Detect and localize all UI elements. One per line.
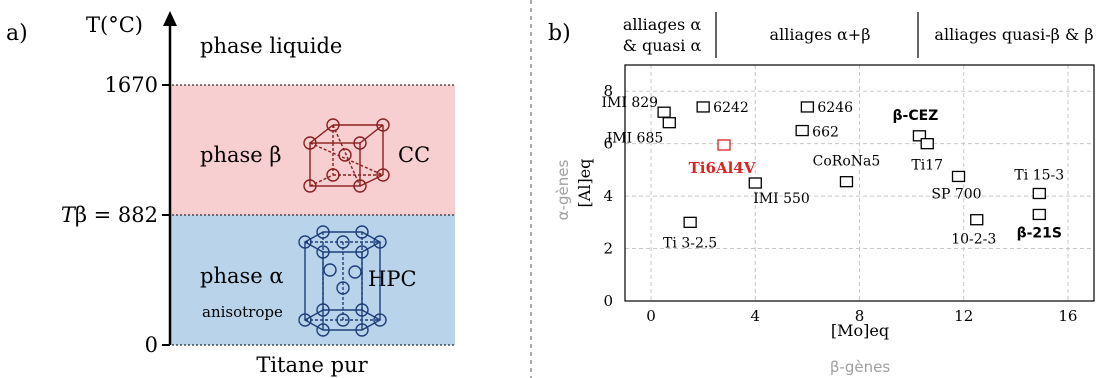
liquid-phase-label: phase liquide: [200, 34, 342, 58]
alloy-label: Ti 3-2.5: [663, 235, 717, 251]
alloy-marker: [1032, 187, 1046, 200]
alloy-marker: [1032, 208, 1046, 221]
y-axis-label: [Al]eq: [575, 159, 594, 208]
y-tick-label: 6: [603, 135, 613, 153]
alloy-label: β-CEZ: [893, 108, 939, 124]
label-1670: 1670: [105, 73, 158, 97]
alpha-phase-region: [170, 215, 455, 345]
beta-phase-region: [170, 85, 455, 215]
beta-stabilizers-label: β-gènes: [830, 358, 890, 376]
alloy-marker: [912, 130, 927, 142]
y-tick-label: 8: [603, 82, 613, 100]
alloy-label: β-21S: [1017, 225, 1062, 241]
panel-a-label: a): [6, 21, 28, 46]
alpha-structure-label: HPC: [368, 267, 417, 291]
alloy-label: SP 700: [931, 186, 981, 202]
alloy-label: 6246: [817, 100, 853, 116]
alpha-anisotropy-label: anisotrope: [202, 303, 283, 321]
alloy-label: 662: [812, 125, 839, 141]
alloy-label: Ti17: [911, 158, 943, 174]
panel-a: a) T(°C) 1670 𝑇β = 882 0 phase liquide p…: [6, 11, 455, 377]
x-tick-label: 4: [751, 307, 761, 325]
label-zero: 0: [145, 333, 158, 357]
alloy-marker: [839, 176, 854, 188]
x-axis-label: [Mo]eq: [831, 321, 889, 340]
alloy-marker: [951, 170, 966, 183]
temperature-axis-label: T(°C): [86, 13, 143, 37]
alloy-marker: [800, 101, 815, 113]
hcp-prism-icon: [298, 225, 387, 337]
alloy-label: Ti 15-3: [1014, 167, 1064, 183]
x-tick-label: 0: [646, 307, 656, 325]
alloy-marker: [657, 106, 671, 118]
alloy-label: 6242: [713, 100, 749, 116]
alloy-marker: [970, 214, 984, 226]
alloy-marker: [717, 139, 731, 151]
y-tick-label: 4: [603, 187, 613, 205]
header-quasi-alpha: & quasi α: [623, 36, 702, 55]
alloy-marker: [696, 101, 710, 113]
scatter-plot: 0 4 8 12 16 0 2 4 6 8 IMI 829 IMI 685 6242 Ti6Al4V 62…: [602, 64, 1095, 325]
alloy-label: 10-2-3: [951, 232, 996, 248]
alloy-marker: [795, 124, 809, 137]
header-alpha-beta-alloys: alliages α+β: [770, 25, 871, 44]
x-tick-label: 16: [1058, 307, 1077, 325]
beta-structure-label: CC: [398, 143, 430, 167]
pure-titanium-label: Titane pur: [256, 353, 368, 377]
alloy-label: CoRoNa5: [813, 154, 881, 170]
x-tick-label: 12: [954, 307, 973, 325]
header-alpha-alloys: alliages α: [623, 15, 701, 34]
plot-ticks: 0 4 8 12 16 0 2 4 6 8: [603, 82, 1077, 325]
plot-frame: [624, 64, 1095, 302]
alpha-phase-label: phase α: [200, 264, 284, 288]
alloy-label: Ti6Al4V: [689, 159, 756, 177]
alloy-marker: [748, 177, 762, 189]
plot-points: IMI 829 IMI 685 6242 Ti6Al4V 6246 662 IMI 550 T…: [602, 95, 1065, 251]
alloy-marker: [920, 138, 934, 150]
panel-b-label: b): [548, 21, 571, 46]
y-tick-label: 0: [603, 292, 613, 310]
axis-arrow-icon: [163, 11, 177, 26]
alloy-label: IMI 685: [607, 131, 664, 147]
label-tbeta: 𝑇β = 882: [61, 203, 158, 227]
alloy-marker: [662, 117, 676, 129]
panel-b: b) alliages α & quasi α alliages α+β all…: [548, 12, 1095, 376]
header-beta-alloys: alliages quasi-β & β: [934, 25, 1093, 44]
x-tick-label: 8: [855, 307, 865, 325]
y-tick-label: 2: [603, 240, 613, 258]
alloy-label: IMI 829: [602, 95, 659, 111]
alpha-stabilizers-label: α-gènes: [554, 160, 572, 221]
bcc-cube-icon: [303, 118, 390, 193]
alloy-label: IMI 550: [753, 191, 810, 207]
alloy-marker: [683, 216, 697, 228]
beta-phase-label: phase β: [200, 143, 282, 167]
